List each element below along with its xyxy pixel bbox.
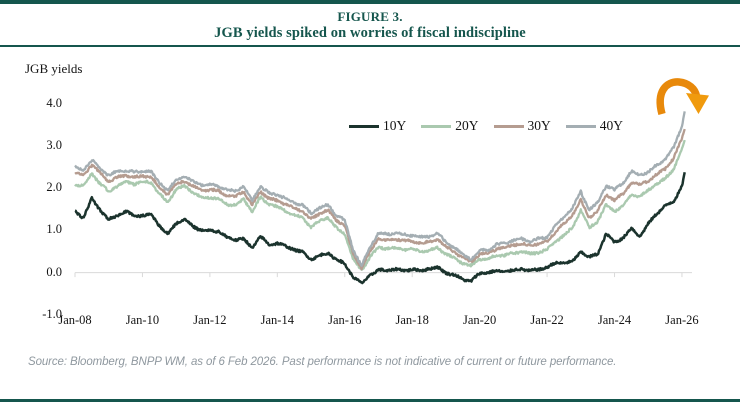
y-tick-label: 2.0: [46, 180, 62, 195]
legend-item-10y: 10Y: [349, 118, 406, 134]
legend-item-30y: 30Y: [493, 118, 551, 134]
x-tick-label: Jan-16: [328, 313, 362, 327]
legend-label: 20Y: [455, 118, 479, 133]
series-line-10Y: [74, 171, 686, 285]
x-tick-label: Jan-24: [597, 313, 632, 327]
x-tick-label: Jan-26: [665, 313, 699, 327]
x-tick-label: Jan-22: [530, 313, 564, 327]
series-line-40Y: [74, 111, 686, 267]
y-tick-label: -1.0: [42, 306, 62, 321]
legend-item-40y: 40Y: [565, 118, 623, 134]
figure-title: JGB yields spiked on worries of fiscal i…: [214, 25, 526, 41]
y-tick-label: 4.0: [46, 95, 62, 110]
series-line-30Y: [74, 128, 686, 271]
legend-label: 30Y: [527, 118, 551, 133]
legend-item-20y: 20Y: [421, 118, 479, 134]
legend-label: 40Y: [599, 118, 623, 133]
spike-arrow-head-icon: [686, 93, 709, 114]
y-tick-label: 3.0: [46, 138, 62, 152]
legend-line-swatch-icon: [565, 124, 596, 128]
chart-legend: 10Y 20Y 30Y 40Y: [349, 118, 638, 134]
x-tick-label: Jan-14: [260, 313, 294, 327]
spike-arrow-arc-icon: [656, 78, 701, 115]
source-note: Source: Bloomberg, BNPP WM, as of 6 Feb …: [28, 356, 617, 368]
x-tick-label: Jan-12: [193, 313, 227, 327]
legend-label: 10Y: [383, 118, 407, 133]
y-tick-label: 0.0: [46, 264, 62, 279]
header-divider-rule: [0, 45, 740, 47]
x-tick-label: Jan-20: [462, 313, 497, 327]
x-tick-label: Jan-08: [58, 313, 92, 327]
series-line-20Y: [74, 139, 686, 271]
x-tick-label: Jan-18: [395, 313, 429, 327]
legend-line-swatch-icon: [493, 124, 524, 128]
legend-line-swatch-icon: [349, 124, 379, 128]
legend-line-swatch-icon: [421, 124, 452, 128]
top-rule: [0, 0, 740, 4]
figure-number: FIGURE 3.: [337, 9, 403, 24]
y-tick-label: 1.0: [46, 222, 62, 237]
x-tick-label: Jan-10: [125, 313, 160, 327]
y-axis-title: JGB yields: [25, 61, 83, 76]
bottom-rule: [0, 399, 740, 402]
